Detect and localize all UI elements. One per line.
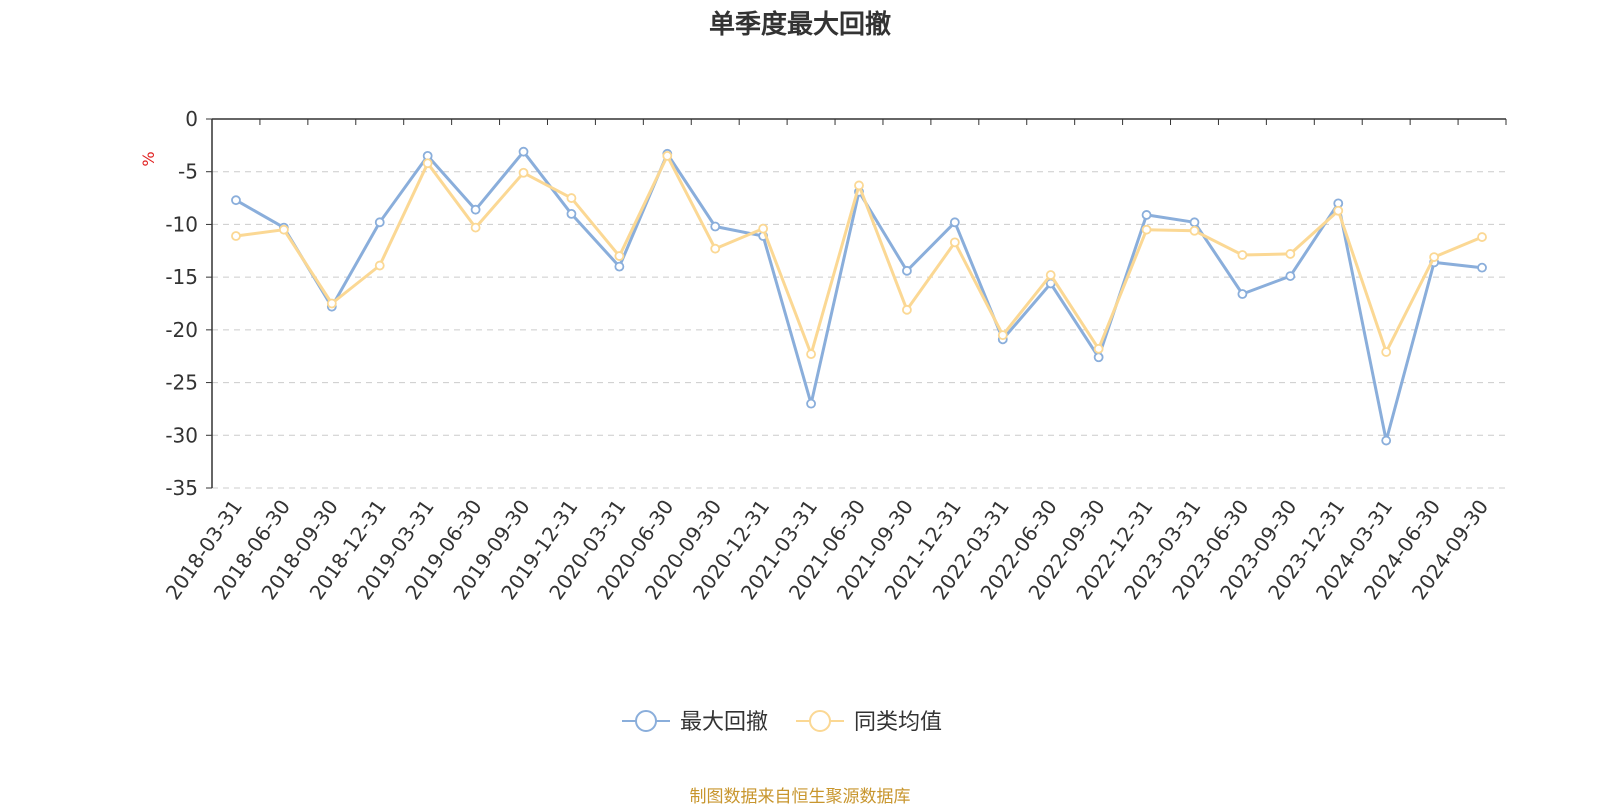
- series-2-point: [278, 224, 289, 235]
- series-2-point: [1429, 252, 1440, 263]
- series-2-point: [326, 298, 337, 309]
- series-2-point: [518, 167, 529, 178]
- series-2-point: [758, 223, 769, 234]
- legend-label-1: 最大回撤: [680, 710, 768, 735]
- y-tick-label: -25: [165, 371, 198, 395]
- series-1-point: [1477, 262, 1487, 273]
- legend-marker-2: [809, 710, 831, 732]
- series-2-point: [997, 330, 1008, 341]
- series-1-point: [518, 146, 529, 157]
- series-1-point: [1093, 352, 1104, 363]
- series-2-point: [614, 251, 625, 261]
- y-tick-label: -15: [165, 265, 198, 289]
- series-1-point: [566, 208, 577, 219]
- series-2-point: [949, 237, 960, 248]
- series-2-point: [470, 222, 481, 233]
- y-tick-label: -30: [165, 423, 198, 447]
- y-tick-label: -5: [178, 160, 198, 184]
- series-2-point: [1237, 250, 1248, 260]
- series-2-point: [1285, 249, 1296, 259]
- series-2-point: [566, 193, 577, 203]
- legend-marker-1: [635, 710, 657, 732]
- series-1-point: [614, 261, 625, 272]
- series-1-point: [1141, 210, 1152, 220]
- series-1-point: [710, 221, 721, 232]
- series-2-point: [1093, 343, 1104, 354]
- chart-title: 单季度最大回撤: [708, 10, 891, 40]
- y-tick-label: 0: [185, 107, 198, 131]
- series-1-point: [902, 265, 912, 276]
- series-2-point: [902, 304, 912, 315]
- legend-label-2: 同类均值: [854, 710, 942, 735]
- series-2-point: [422, 158, 433, 169]
- series-2-point: [374, 260, 385, 271]
- series-2-point: [1477, 232, 1487, 242]
- series-2-point: [806, 349, 816, 360]
- y-axis-label: %: [139, 151, 158, 166]
- series-2-point: [662, 150, 673, 161]
- series-1-point: [806, 398, 816, 409]
- series-2-point: [854, 180, 864, 191]
- series-2-point: [1141, 224, 1152, 235]
- series-2-point: [1333, 205, 1344, 216]
- series-1-point: [1381, 435, 1392, 446]
- series-1-point: [1237, 289, 1248, 299]
- series-2-point: [1189, 225, 1200, 236]
- series-1-point: [470, 204, 481, 215]
- series-2-point: [231, 231, 241, 241]
- series-2-point: [1381, 347, 1392, 357]
- y-tick-label: -35: [165, 476, 198, 500]
- data-source-footer: 制图数据来自恒生聚源数据库: [689, 787, 911, 807]
- series-2-point: [1045, 270, 1056, 280]
- series-2-point: [710, 243, 721, 254]
- series-1-point: [949, 217, 960, 228]
- series-1-point: [231, 195, 241, 206]
- series-1-point: [1285, 271, 1296, 281]
- y-tick-label: -20: [165, 318, 198, 342]
- series-1-point: [1189, 217, 1200, 228]
- y-tick-label: -10: [165, 212, 198, 236]
- series-1-point: [374, 217, 385, 228]
